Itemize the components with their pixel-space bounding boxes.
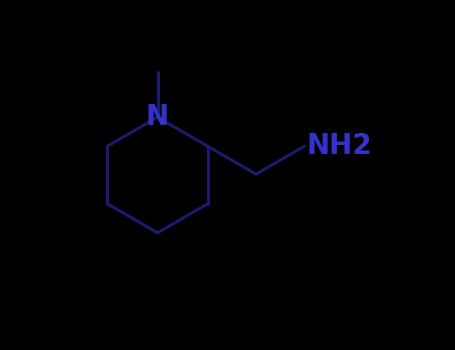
Text: NH2: NH2 xyxy=(306,132,372,160)
Text: N: N xyxy=(146,103,169,131)
